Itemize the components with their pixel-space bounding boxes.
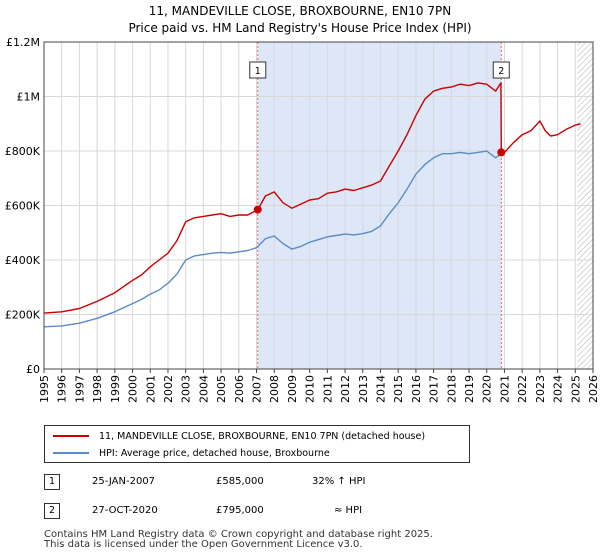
- plot-frame: [43, 41, 594, 370]
- legend-item-property: 11, MANDEVILLE CLOSE, BROXBOURNE, EN10 7…: [53, 428, 425, 444]
- sale-number: 2: [44, 503, 60, 519]
- legend-swatch-hpi: [53, 452, 89, 454]
- x-tick-label: 1999: [109, 375, 122, 403]
- x-tick-label: 2026: [587, 375, 600, 403]
- x-tick-label: 2025: [569, 375, 582, 403]
- footer-copyright: Contains HM Land Registry data © Crown c…: [44, 529, 433, 540]
- y-tick-label: £0: [26, 363, 40, 376]
- legend-item-hpi: HPI: Average price, detached house, Brox…: [53, 445, 330, 461]
- sale-hpi-comparison: 32% ↑ HPI: [312, 476, 366, 487]
- x-tick-label: 2017: [428, 375, 441, 403]
- x-tick-label: 2003: [180, 375, 193, 403]
- sale-date: 27-OCT-2020: [92, 505, 158, 516]
- legend-label-property: 11, MANDEVILLE CLOSE, BROXBOURNE, EN10 7…: [99, 430, 426, 442]
- sale-hpi-comparison: ≈ HPI: [334, 505, 363, 516]
- x-tick-label: 2020: [481, 375, 494, 403]
- x-tick-label: 2005: [215, 375, 228, 403]
- x-tick-label: 2024: [552, 375, 565, 403]
- x-tick-label: 2013: [357, 375, 370, 403]
- x-tick-label: 2023: [534, 375, 547, 403]
- x-tick-label: 2012: [339, 375, 352, 403]
- x-tick-label: 2002: [162, 375, 175, 403]
- property-price-line: [43, 82, 581, 314]
- x-tick-label: 2001: [144, 375, 157, 403]
- x-tick-label: 2018: [445, 375, 458, 403]
- x-tick-label: 2008: [268, 375, 281, 403]
- sale-date: 25-JAN-2007: [92, 476, 156, 487]
- sale-price: £585,000: [216, 476, 264, 487]
- x-tick-label: 2000: [127, 375, 140, 403]
- x-tick-label: 2014: [374, 375, 387, 403]
- y-tick-label: £1.2M: [6, 36, 40, 49]
- x-tick-label: 2006: [233, 375, 246, 403]
- x-tick-label: 2019: [463, 375, 476, 403]
- sale-label-box: [492, 61, 510, 79]
- x-tick-label: 2011: [321, 375, 334, 403]
- sale-number: 1: [44, 474, 60, 490]
- footer: Contains HM Land Registry data © Crown c…: [44, 530, 433, 550]
- y-tick-label: £200K: [5, 309, 41, 322]
- sale-label: 1: [255, 66, 261, 77]
- x-tick-label: 2004: [197, 375, 210, 403]
- x-tick-label: 1995: [38, 375, 51, 403]
- price-chart: 11, MANDEVILLE CLOSE, BROXBOURNE, EN10 7…: [5, 4, 600, 403]
- x-tick-label: 1996: [56, 375, 69, 403]
- x-tick-label: 2021: [498, 375, 511, 403]
- legend-label-hpi: HPI: Average price, detached house, Brox…: [99, 447, 330, 459]
- x-tick-label: 1997: [73, 375, 86, 403]
- x-tick-label: 2015: [392, 375, 405, 403]
- x-tick-label: 2009: [286, 375, 299, 403]
- sale-label: 2: [498, 66, 504, 77]
- footer-license: This data is licensed under the Open Gov…: [44, 539, 363, 550]
- x-tick-label: 2016: [410, 375, 423, 403]
- x-tick-label: 2022: [516, 375, 529, 403]
- chart-subtitle: Price paid vs. HM Land Registry's House …: [128, 21, 471, 35]
- y-tick-label: £600K: [5, 200, 41, 213]
- sale-point: [253, 205, 262, 214]
- x-tick-label: 2010: [304, 375, 317, 403]
- y-tick-label: £400K: [5, 254, 41, 267]
- y-tick-label: £1M: [17, 91, 41, 104]
- legend-swatch-property: [53, 435, 89, 437]
- sale-label-box: [249, 61, 267, 79]
- chart-title: 11, MANDEVILLE CLOSE, BROXBOURNE, EN10 7…: [149, 4, 451, 18]
- x-tick-label: 1998: [91, 375, 104, 403]
- sale-price: £795,000: [216, 505, 264, 516]
- y-tick-label: £800K: [5, 145, 41, 158]
- sale-point: [497, 148, 506, 157]
- x-tick-label: 2007: [251, 375, 264, 403]
- hpi-line: [43, 150, 502, 328]
- legend: 11, MANDEVILLE CLOSE, BROXBOURNE, EN10 7…: [44, 425, 470, 463]
